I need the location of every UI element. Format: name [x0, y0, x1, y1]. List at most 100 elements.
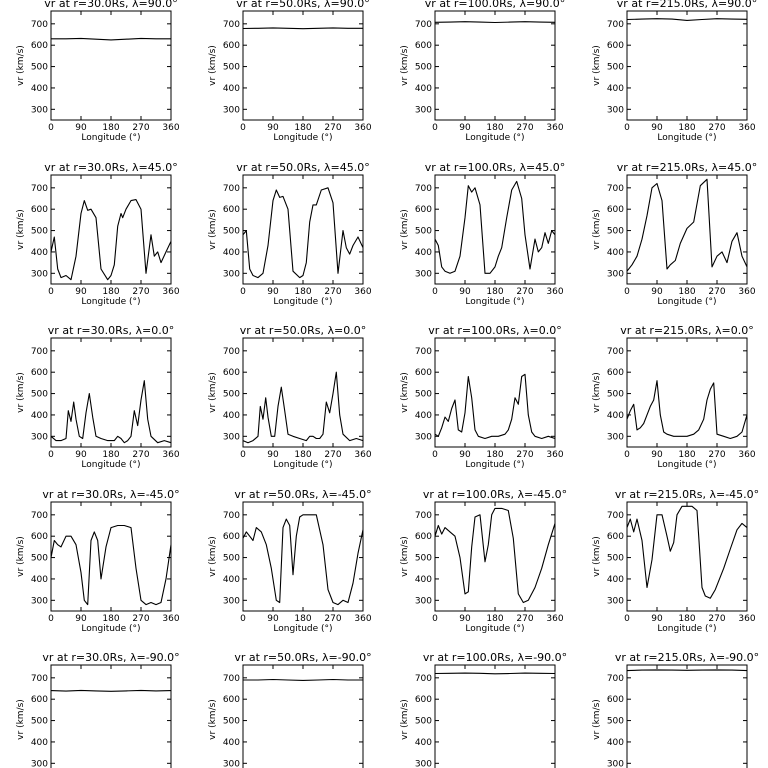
y-tick-label: 600 — [607, 368, 624, 378]
x-axis-label: Longitude (°) — [273, 133, 332, 143]
x-tick-label: 180 — [678, 614, 695, 624]
x-tick-label: 180 — [102, 123, 119, 133]
y-tick-label: 500 — [223, 390, 240, 400]
x-axis-label: Longitude (°) — [273, 460, 332, 470]
y-tick-label: 300 — [415, 105, 432, 115]
panel-10: vr at r=50.0Rs, λ=0.0° 0 90 180 270 360 300 400… — [208, 324, 372, 470]
y-tick-label: 300 — [31, 759, 48, 768]
x-tick-label: 0 — [624, 450, 630, 460]
x-tick-label: 180 — [486, 123, 503, 133]
x-tick-label: 0 — [48, 614, 54, 624]
y-tick-label: 500 — [31, 554, 48, 564]
x-tick-label: 180 — [102, 450, 119, 460]
y-tick-label: 400 — [31, 738, 48, 748]
y-tick-label: 500 — [607, 554, 624, 564]
y-tick-label: 300 — [415, 269, 432, 279]
y-tick-label: 300 — [415, 432, 432, 442]
vr-series-line — [626, 669, 748, 672]
y-tick-label: 300 — [223, 105, 240, 115]
y-tick-label: 700 — [415, 674, 432, 684]
panel-20: vr at r=215.0Rs, λ=-90.0°090180270360300… — [592, 651, 759, 768]
x-tick-label: 270 — [324, 123, 341, 133]
x-axis-label: Longitude (°) — [465, 133, 524, 143]
panel-title: vr at r=50.0Rs, λ=90.0° — [236, 0, 369, 10]
y-tick-label: 300 — [223, 759, 240, 768]
x-tick-label: 360 — [738, 287, 755, 297]
y-tick-label: 500 — [31, 63, 48, 73]
y-tick-label: 600 — [31, 41, 48, 51]
plot-frame — [50, 337, 172, 448]
x-tick-label: 270 — [324, 614, 341, 624]
x-axis-label: Longitude (°) — [465, 460, 524, 470]
plot-frame — [434, 501, 556, 612]
y-tick-label: 400 — [31, 84, 48, 94]
y-tick-label: 400 — [607, 738, 624, 748]
x-axis-label: Longitude (°) — [81, 624, 140, 634]
x-tick-label: 270 — [516, 450, 533, 460]
panel-13: vr at r=30.0Rs, λ=-45.0° 0 90 180 270 360 300 4… — [16, 488, 180, 634]
vr-series-line — [434, 373, 556, 440]
y-axis-label: vr (km/s) — [16, 536, 26, 577]
plot-frame — [242, 337, 364, 448]
x-axis-label: Longitude (°) — [657, 624, 716, 634]
y-tick-label: 500 — [223, 717, 240, 727]
x-tick-label: 360 — [546, 287, 563, 297]
y-axis-label: vr (km/s) — [400, 372, 410, 413]
y-tick-label: 400 — [607, 248, 624, 258]
panel-title: vr at r=100.0Rs, λ=45.0° — [425, 161, 565, 174]
y-tick-label: 700 — [415, 20, 432, 30]
x-axis-label: Longitude (°) — [81, 297, 140, 307]
x-tick-label: 270 — [132, 614, 149, 624]
panel-16: vr at r=215.0Rs, λ=-45.0° 0 90 180 270 360 300… — [592, 488, 759, 634]
panel-title: vr at r=215.0Rs, λ=-45.0° — [615, 488, 759, 501]
y-tick-label: 400 — [31, 248, 48, 258]
y-tick-label: 700 — [31, 511, 48, 521]
y-tick-label: 600 — [607, 41, 624, 51]
panel-3: vr at r=100.0Rs, λ=90.0° 0 90 180 270 360 300 4… — [400, 0, 565, 143]
y-tick-label: 300 — [415, 759, 432, 768]
panel-title: vr at r=215.0Rs, λ=-90.0° — [615, 651, 759, 664]
y-tick-label: 600 — [31, 532, 48, 542]
panel-9: vr at r=30.0Rs, λ=0.0° 0 90 180 270 360 300 400… — [16, 324, 180, 470]
y-tick-label: 400 — [223, 411, 240, 421]
x-tick-label: 90 — [267, 123, 279, 133]
y-axis-label: vr (km/s) — [592, 45, 602, 86]
y-tick-label: 400 — [415, 84, 432, 94]
vr-series-line — [50, 380, 172, 444]
x-tick-label: 270 — [708, 287, 725, 297]
plot-frame — [242, 501, 364, 612]
y-tick-label: 600 — [415, 695, 432, 705]
panel-title: vr at r=30.0Rs, λ=90.0° — [44, 0, 177, 10]
y-axis-label: vr (km/s) — [208, 45, 218, 86]
y-axis-label: vr (km/s) — [16, 209, 26, 250]
x-tick-label: 180 — [678, 450, 695, 460]
y-axis-label: vr (km/s) — [16, 45, 26, 86]
x-tick-label: 90 — [651, 123, 663, 133]
panel-title: vr at r=215.0Rs, λ=90.0° — [617, 0, 757, 10]
vr-series-line — [434, 507, 556, 604]
x-tick-label: 270 — [132, 123, 149, 133]
x-tick-label: 270 — [708, 123, 725, 133]
vr-series-line — [50, 524, 172, 606]
x-tick-label: 180 — [102, 287, 119, 297]
x-axis-label: Longitude (°) — [273, 624, 332, 634]
vr-series-line — [242, 187, 364, 279]
y-tick-label: 700 — [31, 184, 48, 194]
y-tick-label: 700 — [607, 20, 624, 30]
y-tick-label: 400 — [415, 738, 432, 748]
y-tick-label: 400 — [223, 575, 240, 585]
y-tick-label: 700 — [31, 347, 48, 357]
x-tick-label: 90 — [75, 123, 87, 133]
x-tick-label: 0 — [624, 614, 630, 624]
y-tick-label: 300 — [607, 759, 624, 768]
plot-frame — [434, 337, 556, 448]
y-axis-label: vr (km/s) — [400, 209, 410, 250]
vr-series-line — [243, 678, 363, 681]
panel-title: vr at r=50.0Rs, λ=0.0° — [240, 324, 366, 337]
y-tick-label: 500 — [31, 227, 48, 237]
y-tick-label: 700 — [415, 347, 432, 357]
y-tick-label: 700 — [31, 20, 48, 30]
x-axis-label: Longitude (°) — [465, 624, 524, 634]
y-tick-label: 400 — [415, 248, 432, 258]
y-tick-label: 500 — [607, 390, 624, 400]
